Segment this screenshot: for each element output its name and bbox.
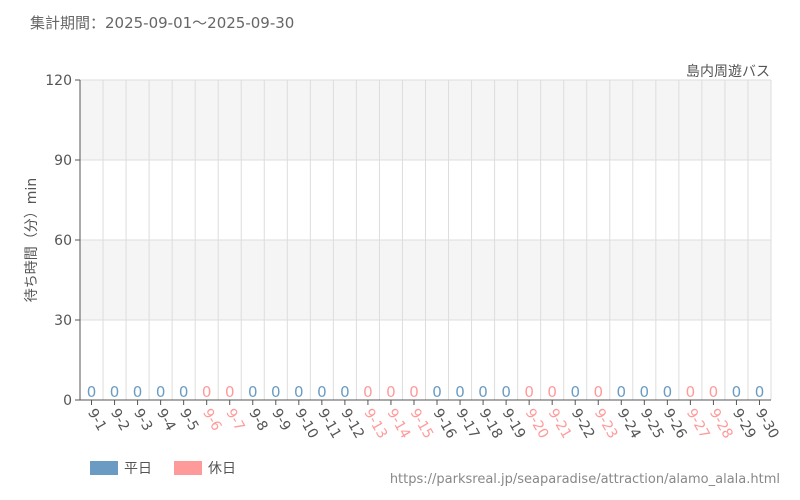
x-tick-label-9-25: 9-25 [637,406,667,442]
data-label-9-9: 0 [271,383,281,401]
x-tick-label-9-5: 9-5 [176,406,201,434]
data-label-9-16: 0 [432,383,442,401]
x-tick-label-9-27: 9-27 [683,406,713,442]
y-tick-label: 0 [63,393,72,409]
data-label-9-30: 0 [755,383,765,401]
x-tick-label-9-7: 9-7 [222,406,247,434]
data-label-9-28: 0 [709,383,719,401]
data-label-9-22: 0 [570,383,580,401]
data-label-9-7: 0 [225,383,235,401]
data-label-9-2: 0 [110,383,120,401]
x-tick-label-9-14: 9-14 [383,406,413,442]
legend-label-weekday: 平日 [124,461,152,477]
source-url[interactable]: https://parksreal.jp/seaparadise/attract… [389,472,780,487]
x-tick-label-9-3: 9-3 [130,406,155,434]
data-label-9-1: 0 [87,383,97,401]
x-tick-label-9-28: 9-28 [706,406,736,442]
legend-swatch-weekday [90,461,118,475]
data-label-9-6: 0 [202,383,212,401]
y-tick-label: 120 [45,73,72,89]
x-tick-label-9-24: 9-24 [614,406,644,442]
data-label-9-18: 0 [478,383,488,401]
y-axis-label: 待ち時間（分）min [24,178,40,302]
x-tick-label-9-4: 9-4 [153,406,178,434]
data-label-9-23: 0 [593,383,603,401]
x-tick-label-9-23: 9-23 [591,406,621,442]
data-label-9-24: 0 [617,383,627,401]
x-tick-label-9-15: 9-15 [407,406,437,442]
x-tick-label-9-12: 9-12 [337,406,367,442]
x-tick-label-9-16: 9-16 [430,406,460,442]
x-tick-label-9-13: 9-13 [360,406,390,442]
x-tick-label-9-26: 9-26 [660,406,690,442]
legend-item-weekday[interactable]: 平日 [90,458,152,478]
x-tick-label-9-30: 9-30 [752,406,782,442]
data-label-9-17: 0 [455,383,465,401]
x-tick-label-9-22: 9-22 [568,406,598,442]
data-label-9-8: 0 [248,383,258,401]
data-label-9-14: 0 [386,383,396,401]
data-label-9-10: 0 [294,383,304,401]
x-tick-label-9-10: 9-10 [291,406,321,442]
chart-title: 島内周遊バス [686,64,770,80]
data-label-9-26: 0 [663,383,673,401]
x-tick-label-9-6: 9-6 [199,406,224,434]
data-label-9-3: 0 [133,383,143,401]
data-label-9-11: 0 [317,383,327,401]
data-label-9-29: 0 [732,383,742,401]
x-tick-label-9-21: 9-21 [545,406,575,442]
y-tick-label: 90 [54,153,72,169]
x-tick-label-9-29: 9-29 [729,406,759,442]
y-tick-label: 30 [54,313,72,329]
x-tick-label-9-8: 9-8 [245,406,270,434]
x-tick-label-9-1: 9-1 [84,406,109,434]
legend: 平日 休日 [90,458,236,478]
period-label: 集計期間：2025-09-01〜2025-09-30 [30,14,295,32]
data-label-9-25: 0 [640,383,650,401]
legend-swatch-holiday [174,461,202,475]
x-tick-label-9-9: 9-9 [268,406,293,434]
x-tick-label-9-17: 9-17 [453,406,483,442]
data-label-9-5: 0 [179,383,189,401]
x-tick-label-9-18: 9-18 [476,406,506,442]
x-tick-label-9-20: 9-20 [522,406,552,442]
data-label-9-19: 0 [501,383,511,401]
data-label-9-20: 0 [524,383,534,401]
data-label-9-15: 0 [409,383,419,401]
data-label-9-21: 0 [547,383,557,401]
x-tick-label-9-2: 9-2 [107,406,132,434]
data-label-9-4: 0 [156,383,166,401]
x-tick-label-9-11: 9-11 [314,406,344,442]
legend-item-holiday[interactable]: 休日 [174,458,236,478]
data-label-9-13: 0 [363,383,373,401]
data-label-9-27: 0 [686,383,696,401]
x-tick-label-9-19: 9-19 [499,406,529,442]
y-tick-label: 60 [54,233,72,249]
data-label-9-12: 0 [340,383,350,401]
legend-label-holiday: 休日 [208,461,236,477]
